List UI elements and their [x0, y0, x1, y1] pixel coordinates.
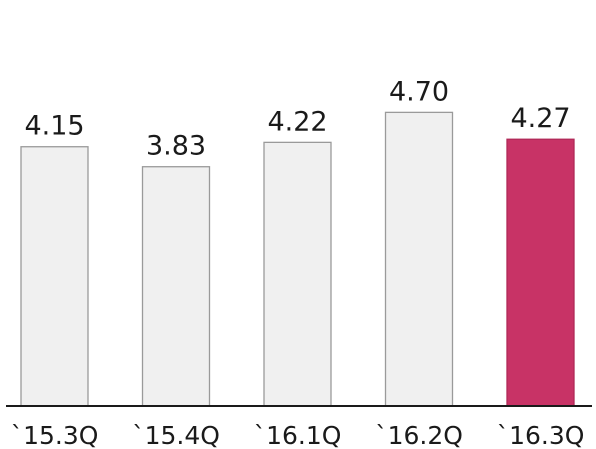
bar-value-label-2: 3.83 [146, 131, 206, 162]
bar-value-label-4: 4.70 [389, 76, 449, 107]
bar-value-label-3: 4.22 [267, 106, 327, 137]
x-tick-label-5: `16.3Q [497, 421, 585, 449]
bar-4 [384, 111, 454, 407]
x-tick-label-1: `15.3Q [11, 421, 99, 449]
bar-2 [141, 166, 211, 407]
value-labels-group: 4.15 3.83 4.22 4.70 4.27 [24, 76, 570, 161]
bar-value-label-1: 4.15 [24, 111, 84, 142]
bar-5 [506, 138, 575, 407]
bars-group [20, 111, 575, 407]
x-tick-label-3: `16.1Q [254, 421, 342, 449]
bar-1 [20, 146, 89, 407]
bar-3 [263, 141, 332, 407]
x-tick-labels: `15.3Q `15.4Q `16.1Q `16.2Q `16.3Q [11, 421, 585, 449]
x-tick-label-2: `15.4Q [132, 421, 220, 449]
bar-value-label-5: 4.27 [510, 103, 570, 134]
x-tick-label-4: `16.2Q [375, 421, 463, 449]
